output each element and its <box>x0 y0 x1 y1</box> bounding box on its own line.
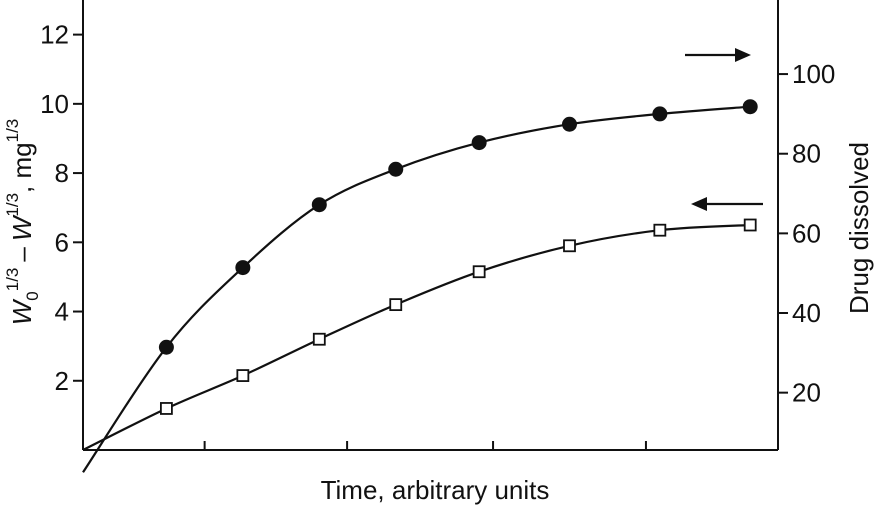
data-point-circle <box>158 339 174 355</box>
left-axis-title: W01/3–W1/3, mg1/3 <box>3 119 42 326</box>
data-point-square <box>312 332 326 346</box>
data-point-square <box>389 298 403 312</box>
data-point-square <box>653 223 667 237</box>
x-axis-ticks <box>203 441 647 450</box>
data-point-circle <box>471 135 487 151</box>
data-point-square <box>236 369 250 382</box>
left-tick-label: 12 <box>40 20 69 50</box>
series-line-1 <box>82 105 751 473</box>
left-tick-label: 8 <box>55 158 69 188</box>
left-tick-label: 4 <box>55 297 69 327</box>
right-tick-label: 80 <box>792 139 821 169</box>
series-layer <box>82 99 758 473</box>
right-axis-ticks: 20 40 60 80 100 <box>778 59 835 408</box>
left-tick-label: 10 <box>40 89 69 119</box>
left-arrow-icon <box>691 197 763 211</box>
right-arrow-icon <box>685 48 751 62</box>
data-point-circle <box>742 99 758 115</box>
left-tick-label: 6 <box>55 227 69 257</box>
left-tick-label: 2 <box>55 366 69 396</box>
right-tick-label: 20 <box>792 378 821 408</box>
data-point-square <box>159 402 173 415</box>
x-axis-title: Time, arbitrary units <box>321 475 550 505</box>
data-point-circle <box>235 260 251 276</box>
data-point-circle <box>562 116 577 132</box>
right-axis-title: Drug dissolved <box>844 142 874 314</box>
data-point-square <box>472 265 486 279</box>
data-point-square <box>743 218 757 232</box>
right-tick-label: 100 <box>792 59 835 89</box>
left-axis-ticks: 2 4 6 8 10 12 <box>40 20 83 396</box>
series-line-2 <box>82 223 751 451</box>
data-point-circle <box>311 197 327 213</box>
right-tick-label: 40 <box>792 298 821 328</box>
data-point-circle <box>388 161 404 177</box>
data-point-circle <box>652 106 668 122</box>
right-tick-label: 60 <box>792 218 821 248</box>
data-point-square <box>563 239 576 253</box>
